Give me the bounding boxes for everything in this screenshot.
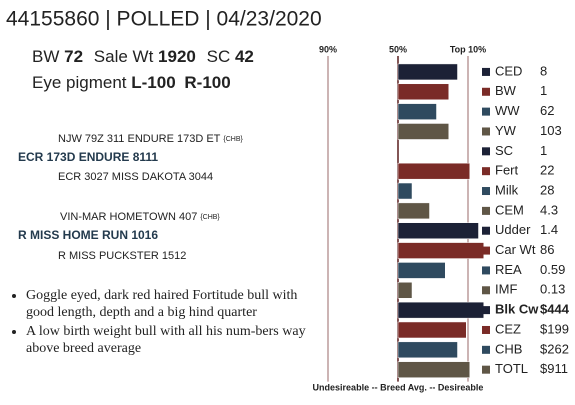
- stat-value: 72: [64, 47, 83, 66]
- epd-value: 1.4: [540, 222, 558, 237]
- legend-swatch: [482, 325, 490, 334]
- epd-value: 8: [540, 63, 547, 78]
- epd-value: 22: [540, 163, 554, 178]
- name: NJW 79Z 311 ENDURE 173D ET: [58, 133, 221, 145]
- epd-value: 4.3: [540, 202, 558, 217]
- epd-value: $199: [540, 321, 569, 336]
- trait-label: CEM: [495, 202, 524, 217]
- legend-swatch: [482, 345, 490, 354]
- stat-label: SC: [207, 47, 231, 66]
- epd-value: 0.13: [540, 282, 565, 297]
- stat-label: Sale Wt: [94, 47, 154, 66]
- legend-swatch: [482, 87, 490, 96]
- bar: [397, 182, 413, 200]
- legend-swatch: [482, 286, 490, 295]
- epd-value: 86: [540, 242, 554, 257]
- epd-value: 1: [540, 83, 547, 98]
- name: VIN-MAR HOMETOWN 407: [60, 211, 197, 223]
- epd-value: 0.59: [540, 262, 565, 277]
- bar: [397, 262, 446, 279]
- legend-swatch: [482, 147, 490, 156]
- trait-label: IMF: [495, 282, 517, 297]
- bar: [397, 83, 449, 101]
- stat-label: BW: [32, 47, 59, 66]
- epd-value: $262: [540, 341, 569, 356]
- bar: [397, 242, 484, 259]
- legend-swatch: [482, 127, 490, 136]
- x-tick-label: 50%: [389, 44, 407, 54]
- bar: [397, 123, 449, 140]
- epd-value: $911: [540, 361, 568, 376]
- stat-value: 1920: [158, 47, 196, 66]
- legend-swatch: [482, 167, 490, 176]
- trait-label: TOTL: [495, 361, 528, 376]
- x-tick-label: 90%: [319, 44, 337, 54]
- trait-label: SC: [495, 143, 513, 158]
- stat-value: 42: [235, 47, 254, 66]
- stats: BW 72 Sale Wt 1920 SC 42: [32, 47, 254, 66]
- bar: [397, 341, 458, 359]
- legend-swatch: [482, 107, 490, 116]
- epd-value: 1: [540, 143, 547, 158]
- x-tick-label: Top 10%: [450, 44, 486, 54]
- lot-title: 44155860 | POLLED | 04/23/2020: [6, 8, 322, 31]
- pedigree-sire: ECR 173D ENDURE 8111: [18, 150, 158, 164]
- notes: Goggle eyed, dark red haired Fortitude b…: [8, 287, 311, 359]
- bar: [397, 202, 430, 220]
- bar: [397, 282, 413, 299]
- legend-swatch: [482, 226, 490, 235]
- legend-swatch: [482, 306, 490, 315]
- bar: [397, 103, 437, 120]
- trait-label: CED: [495, 63, 522, 78]
- trait-label: Car Wt: [495, 242, 536, 257]
- x-axis-label: Undesireable -- Breed Avg. -- Desireable: [313, 382, 484, 392]
- pedigree-sire-sire: NJW 79Z 311 ENDURE 173D ET {CHB}: [58, 133, 244, 145]
- trait-label: Milk: [495, 182, 519, 197]
- legend-swatch: [482, 246, 490, 255]
- note: A low birth weight bull with all his num…: [26, 323, 311, 357]
- bar: [397, 162, 470, 180]
- tag: {CHB}: [223, 136, 243, 143]
- legend-swatch: [482, 365, 490, 374]
- epd-value: 62: [540, 103, 554, 118]
- legend-swatch: [482, 187, 490, 196]
- legend-swatch: [482, 67, 490, 76]
- bar: [397, 301, 484, 319]
- eye-pigment: Eye pigment L-100 R-100: [32, 73, 231, 92]
- trait-label: Blk Cw: [495, 302, 539, 317]
- epd-value: $444: [540, 302, 570, 317]
- epd-value: 28: [540, 182, 554, 197]
- epd-value: 103: [540, 123, 562, 138]
- note: Goggle eyed, dark red haired Fortitude b…: [26, 287, 311, 321]
- bar: [397, 321, 467, 339]
- trait-label: BW: [495, 83, 517, 98]
- pedigree-dam-dam: R MISS PUCKSTER 1512: [58, 250, 186, 262]
- pedigree-dam: R MISS HOME RUN 1016: [18, 228, 158, 242]
- bar: [397, 222, 479, 239]
- eye-pigment-label: Eye pigment: [32, 73, 127, 92]
- trait-label: YW: [495, 123, 517, 138]
- trait-label: WW: [495, 103, 520, 118]
- bar: [397, 63, 458, 81]
- legend-swatch: [482, 266, 490, 275]
- pedigree-sire-dam: ECR 3027 MISS DAKOTA 3044: [58, 171, 213, 183]
- pedigree-dam-sire: VIN-MAR HOMETOWN 407 {CHB}: [60, 211, 220, 223]
- tag: {CHB}: [200, 214, 220, 221]
- trait-label: CHB: [495, 341, 522, 356]
- eye-pigment-value: R-100: [184, 73, 230, 92]
- trait-label: REA: [495, 262, 522, 277]
- legend-swatch: [482, 206, 490, 215]
- trait-label: Udder: [495, 222, 531, 237]
- trait-label: CEZ: [495, 321, 521, 336]
- bar: [397, 361, 470, 378]
- trait-label: Fert: [495, 163, 519, 178]
- eye-pigment-value: L-100: [131, 73, 175, 92]
